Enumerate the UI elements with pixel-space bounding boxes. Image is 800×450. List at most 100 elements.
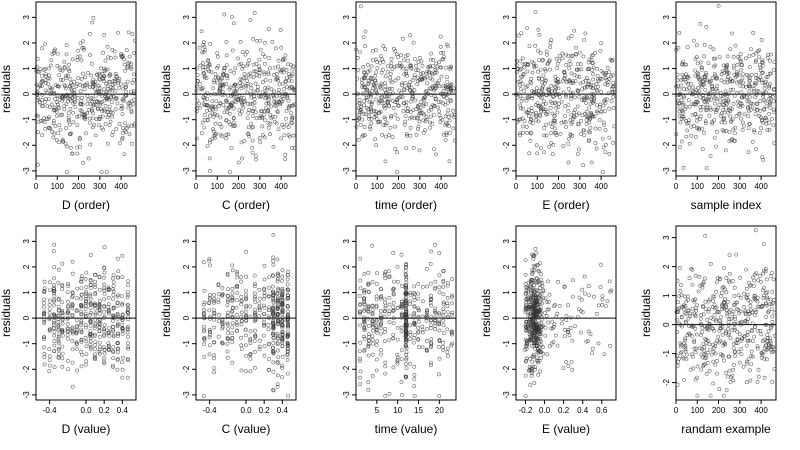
residual-point	[97, 86, 102, 90]
residual-point	[102, 109, 107, 114]
y-tick-label: 1	[22, 66, 31, 71]
residual-point	[270, 39, 275, 44]
residual-point	[355, 56, 360, 60]
residual-point	[417, 148, 422, 153]
residual-point	[564, 62, 569, 67]
residual-point	[211, 86, 216, 91]
residual-point	[38, 84, 43, 89]
residual-point	[399, 63, 404, 68]
residual-point	[275, 75, 280, 80]
residual-point	[448, 66, 452, 71]
residual-point	[274, 71, 279, 76]
residual-point	[48, 92, 53, 96]
residual-point	[78, 137, 82, 141]
y-axis-label: residuals	[159, 65, 173, 113]
x-tick-label: 0	[514, 182, 519, 191]
residual-point	[101, 79, 106, 83]
y-tick-label: -2	[502, 365, 511, 373]
residual-point	[263, 78, 268, 82]
residual-point	[397, 88, 402, 93]
residual-point	[580, 87, 584, 92]
residual-point	[121, 86, 126, 91]
residual-point	[360, 117, 365, 122]
residual-point	[544, 133, 549, 138]
residual-point	[237, 62, 242, 67]
residual-point	[377, 120, 382, 125]
residual-point	[408, 88, 412, 92]
residual-point	[393, 112, 398, 117]
residual-point	[401, 109, 406, 113]
residual-point	[417, 119, 422, 124]
residual-point	[416, 113, 421, 118]
residual-point	[127, 100, 132, 105]
residual-point	[267, 56, 272, 60]
residual-point	[416, 68, 421, 73]
residual-point	[610, 90, 615, 94]
residual-point	[373, 97, 378, 102]
y-tick-label: -2	[22, 141, 31, 149]
residual-point	[611, 80, 616, 85]
residual-point	[549, 141, 554, 146]
residual-point	[227, 170, 232, 175]
residual-point	[593, 126, 598, 131]
residual-point	[571, 110, 576, 115]
y-axis-label: residuals	[0, 289, 13, 337]
residual-point	[75, 114, 80, 119]
residual-point	[81, 39, 85, 44]
residual-point	[252, 69, 257, 74]
y-tick-label: -3	[662, 167, 671, 175]
residual-point	[207, 69, 212, 74]
residual-point	[392, 65, 397, 69]
residual-point	[385, 64, 390, 69]
residual-point	[131, 77, 136, 82]
residual-point	[389, 80, 394, 85]
y-tick-label: 2	[502, 40, 511, 45]
residual-point	[240, 66, 245, 71]
residual-point	[109, 94, 114, 99]
residual-point	[400, 95, 405, 100]
residual-point	[364, 95, 369, 100]
residual-point	[62, 65, 67, 70]
y-tick-label: 2	[662, 40, 671, 45]
residual-point	[68, 97, 73, 101]
residual-point	[80, 102, 85, 107]
residual-point	[416, 105, 420, 110]
residual-point	[120, 105, 125, 110]
residual-point	[527, 44, 532, 49]
y-tick-label: 1	[342, 66, 351, 71]
y-tick-label: -3	[502, 391, 511, 399]
residual-point	[225, 100, 230, 104]
residual-point	[605, 97, 609, 102]
y-tick-label: -2	[182, 365, 191, 373]
residual-point	[541, 102, 546, 107]
residual-point	[574, 45, 579, 50]
residual-point	[252, 100, 257, 105]
x-tick-label: 5	[375, 406, 380, 415]
residual-point	[72, 98, 77, 103]
residual-point	[82, 115, 87, 120]
x-tick-label: -0.4	[203, 406, 217, 415]
residual-point	[78, 54, 82, 59]
residual-point	[553, 130, 557, 135]
residual-point	[522, 65, 527, 70]
residual-point	[233, 89, 238, 94]
residual-point	[72, 79, 77, 84]
residual-point	[232, 124, 236, 129]
residual-point	[359, 105, 364, 109]
residual-point	[356, 91, 360, 96]
residual-point	[529, 118, 534, 122]
residual-point	[528, 138, 533, 143]
residual-point	[394, 64, 399, 69]
residual-point	[420, 71, 425, 75]
residual-point	[597, 118, 602, 122]
residual-point	[213, 72, 218, 76]
residual-point	[438, 44, 443, 49]
residual-point	[113, 88, 118, 93]
residual-point	[603, 128, 608, 132]
residual-point	[415, 82, 420, 87]
residual-point	[404, 71, 409, 76]
residual-point	[102, 66, 107, 71]
residual-point	[522, 119, 527, 124]
residual-point	[211, 105, 216, 110]
residual-point	[542, 150, 547, 154]
